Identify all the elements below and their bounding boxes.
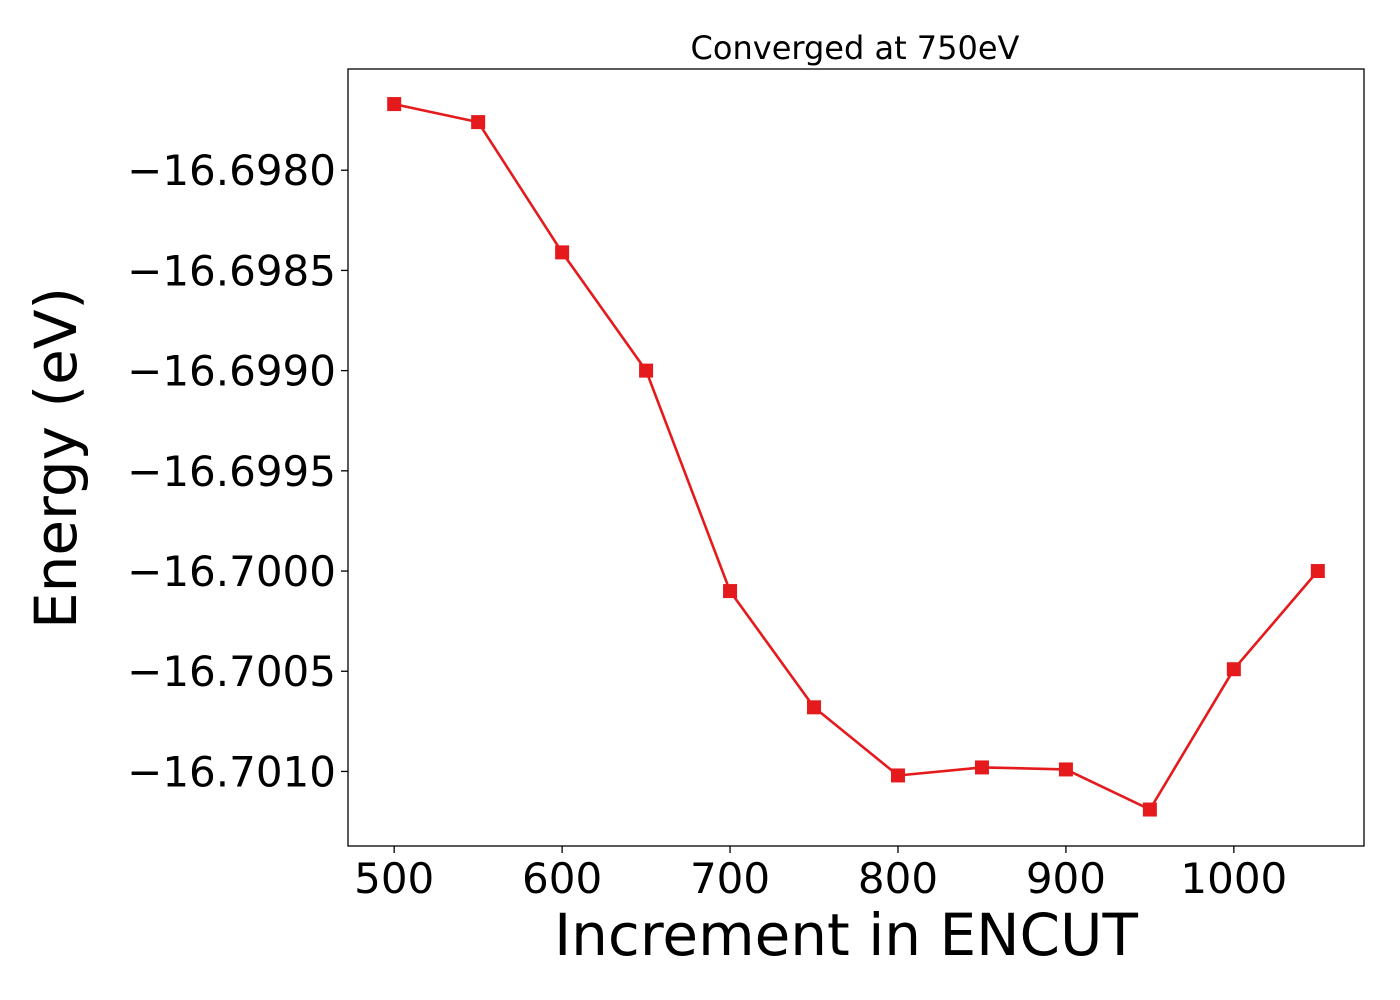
data-point-marker xyxy=(555,245,570,260)
x-tick-label: 600 xyxy=(522,854,602,903)
y-axis-title: Energy (eV) xyxy=(22,287,90,629)
series-line xyxy=(393,102,1319,811)
data-point-marker xyxy=(807,700,822,715)
y-tick-label: −16.6985 xyxy=(127,246,336,295)
x-tick-label: 500 xyxy=(354,854,434,903)
y-tick-label: −16.6995 xyxy=(127,447,336,496)
data-point-marker xyxy=(639,363,654,378)
x-axis-ticks: 500 600 700 800 900 1000 xyxy=(354,846,1287,903)
chart-title: Converged at 750eV xyxy=(691,29,1020,67)
data-point-marker xyxy=(387,97,402,112)
data-point-marker xyxy=(974,760,989,775)
y-tick-label: −16.7005 xyxy=(127,647,336,696)
data-point-marker xyxy=(1226,662,1241,677)
x-tick-label: 700 xyxy=(690,854,770,903)
plot-frame xyxy=(347,68,1365,847)
data-point-marker xyxy=(1142,802,1157,817)
x-tick-label: 900 xyxy=(1026,854,1106,903)
y-tick-label: −16.6990 xyxy=(127,347,336,396)
data-point-marker xyxy=(723,584,738,599)
y-tick-label: −16.7000 xyxy=(127,547,336,596)
x-tick-label: 1000 xyxy=(1180,854,1287,903)
data-point-marker xyxy=(890,768,905,783)
y-axis-ticks: −16.6980 −16.6985 −16.6990 −16.6995 −16.7000… xyxy=(127,146,348,796)
x-tick-label: 800 xyxy=(858,854,938,903)
x-axis-title: Increment in ENCUT xyxy=(554,901,1138,969)
data-point-marker xyxy=(471,115,486,130)
y-tick-label: −16.6980 xyxy=(127,146,336,195)
series-layer xyxy=(387,97,1325,817)
data-point-marker xyxy=(1310,564,1325,579)
y-tick-label: −16.7010 xyxy=(127,747,336,796)
data-point-marker xyxy=(1058,762,1073,777)
